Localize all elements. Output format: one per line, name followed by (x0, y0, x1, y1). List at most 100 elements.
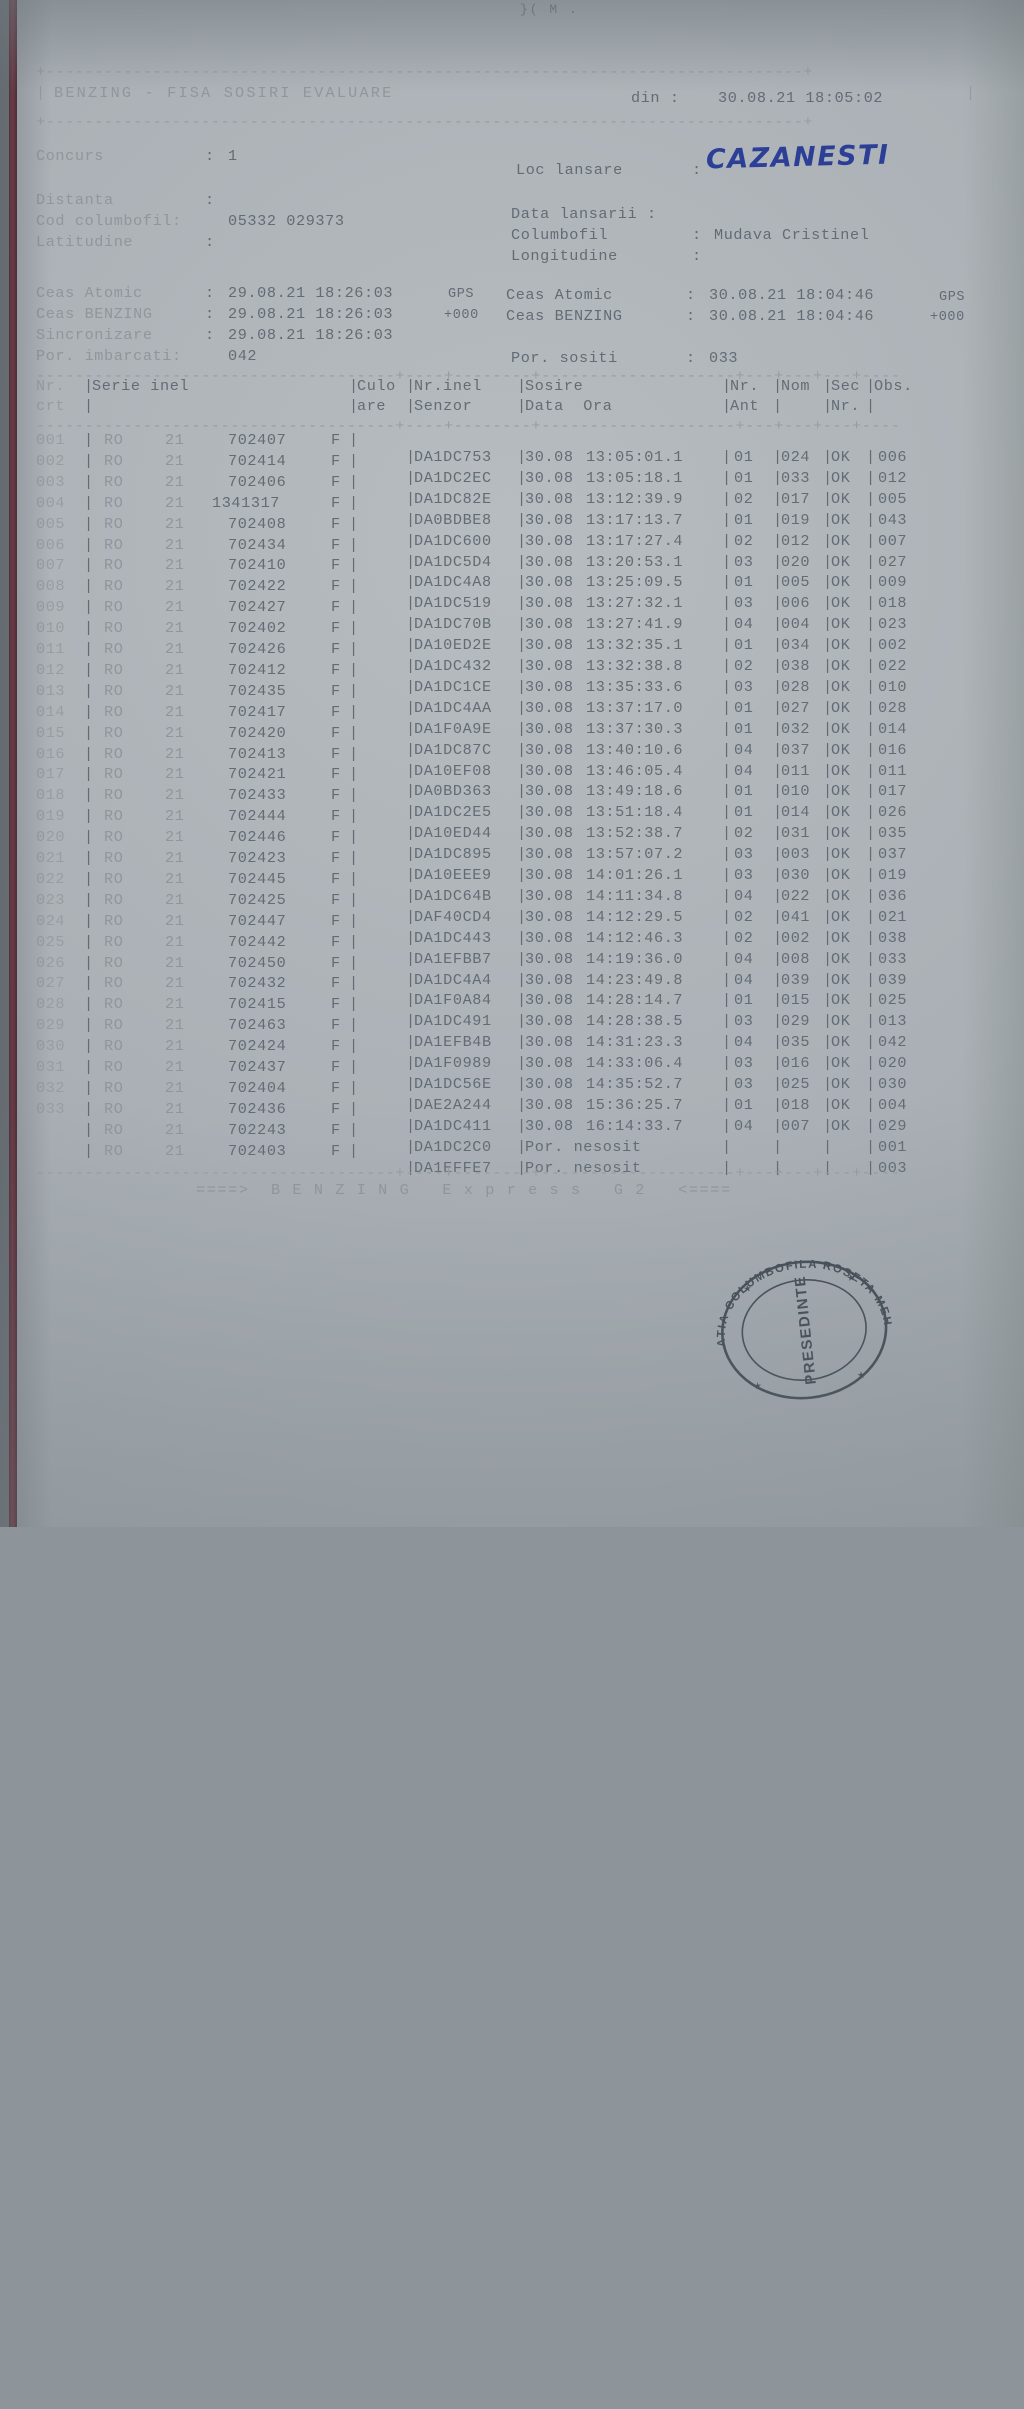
cell-year: 21 (165, 640, 185, 658)
header-nr-ant-line1: Nr. (730, 377, 760, 395)
row-sep-culoare: | (349, 451, 359, 470)
cell-sosire-data: 30.08 (525, 719, 574, 738)
cell-nr-ant: 04 (734, 949, 754, 968)
row-sep-obs: | (866, 468, 876, 487)
cell-country: RO (104, 995, 124, 1014)
cell-nr-crt: 027 (36, 974, 66, 993)
cell-nr-crt: 032 (36, 1078, 66, 1097)
cell-senzor: DA0BDBE8 (414, 510, 492, 529)
cell-nr-crt: 019 (36, 807, 66, 826)
row-sep-left: | (84, 953, 94, 972)
cell-sosire-ora: 13:05:01.1 (586, 448, 684, 466)
cell-sosire-data: 30.08 (525, 594, 574, 613)
row-sep-obs: | (866, 907, 876, 926)
svg-text:★: ★ (856, 1367, 866, 1383)
scanned-document-page: }( M . +--------------------------------… (0, 0, 1024, 1527)
cell-country: RO (104, 1141, 124, 1160)
row-sep-culoare: | (349, 514, 359, 533)
row-sep-ant: | (722, 1054, 732, 1073)
header-sep-5: | (722, 377, 732, 395)
cell-ring-number: 702426 (228, 640, 287, 658)
row-sep-obs: | (866, 740, 876, 759)
cell-obs: 042 (878, 1033, 908, 1052)
cell-obs: 011 (878, 761, 908, 780)
svg-text:★: ★ (743, 1280, 753, 1296)
cell-country: RO (104, 535, 124, 554)
cell-nom: 027 (781, 698, 811, 717)
cell-sec-nr: OK (831, 615, 851, 634)
row-sep-obs: | (866, 803, 876, 822)
cell-senzor: DA1DC411 (414, 1116, 492, 1135)
cell-year: 21 (165, 849, 185, 867)
cell-sosire-ora: 14:01:26.1 (586, 866, 684, 884)
cell-sosire-data: 30.08 (525, 907, 574, 926)
row-sep-left: | (84, 828, 94, 847)
row-sep-obs: | (866, 531, 876, 550)
row-sep-ant: | (722, 636, 732, 655)
cell-nr-crt: 006 (36, 535, 66, 554)
columbofil-label: Columbofil (511, 226, 609, 244)
cell-sec-nr: OK (831, 448, 851, 466)
row-sep-culoare: | (349, 828, 359, 847)
cell-sosire-data: 30.08 (525, 489, 574, 508)
row-sep-ant: | (722, 615, 732, 634)
row-sep-culoare: | (349, 744, 359, 763)
cell-country: RO (104, 451, 124, 470)
header-serie-inel: Serie inel (92, 377, 190, 395)
header-sep-6: | (773, 377, 783, 395)
row-sep-left: | (84, 1016, 94, 1035)
cell-year: 21 (165, 953, 185, 972)
cell-sosire-data: 30.08 (525, 657, 574, 675)
cell-year: 21 (165, 472, 185, 491)
cell-year: 21 (165, 786, 185, 805)
row-sep-culoare: | (349, 1016, 359, 1035)
cell-nr-ant: 03 (734, 1012, 754, 1031)
row-sep-left: | (84, 869, 94, 888)
cell-country: RO (104, 807, 124, 826)
row-sep-obs: | (866, 510, 876, 529)
cell-nr-ant: 03 (734, 677, 754, 696)
cell-year: 21 (165, 911, 185, 930)
header-obs: Obs. (874, 377, 913, 395)
cell-nom: 017 (781, 489, 811, 508)
row-sep-obs: | (866, 866, 876, 884)
cell-nr-ant: 01 (734, 991, 754, 1010)
cell-nr-crt: 014 (36, 702, 66, 721)
cell-obs: 043 (878, 510, 908, 529)
cell-country: RO (104, 869, 124, 888)
cell-sosire-ora: 13:52:38.7 (586, 824, 684, 843)
row-sep-obs: | (866, 657, 876, 675)
ceas-benzing-left-label: Ceas BENZING (36, 305, 153, 323)
cell-country: RO (104, 765, 124, 784)
header-culoare-line1: Culo (357, 377, 396, 395)
cell-sex: F (331, 619, 341, 638)
cell-country: RO (104, 1078, 124, 1097)
report-footer: ====> B E N Z I N G E x p r e s s G 2 <=… (196, 1181, 732, 1199)
row-sep-left: | (84, 640, 94, 658)
row-sep-ant: | (722, 719, 732, 738)
cell-country: RO (104, 786, 124, 805)
cell-obs: 004 (878, 1095, 908, 1114)
cell-nr-crt: 002 (36, 451, 66, 470)
cell-ring-number: 702433 (228, 786, 287, 805)
cell-senzor: DA1DC2C0 (414, 1137, 492, 1156)
cell-country: RO (104, 619, 124, 638)
row-sep-obs: | (866, 845, 876, 864)
row-sep-left: | (84, 681, 94, 700)
cell-year: 21 (165, 1099, 185, 1118)
cell-ring-number: 702404 (228, 1078, 287, 1097)
row-sep-obs: | (866, 698, 876, 717)
row-sep-left: | (84, 807, 94, 826)
cell-ring-number: 702413 (228, 744, 287, 763)
row-sep-culoare: | (349, 472, 359, 491)
cell-year: 21 (165, 890, 185, 909)
cell-obs: 012 (878, 468, 908, 487)
cell-sec-nr: OK (831, 866, 851, 884)
row-sep-ant: | (722, 1116, 732, 1135)
cell-nom: 007 (781, 1116, 811, 1135)
cell-nom: 005 (781, 573, 811, 592)
row-sep-obs: | (866, 1012, 876, 1031)
row-sep-obs: | (866, 991, 876, 1010)
header-nr-crt-line2: crt (36, 397, 66, 415)
sincronizare-label: Sincronizare (36, 326, 153, 344)
